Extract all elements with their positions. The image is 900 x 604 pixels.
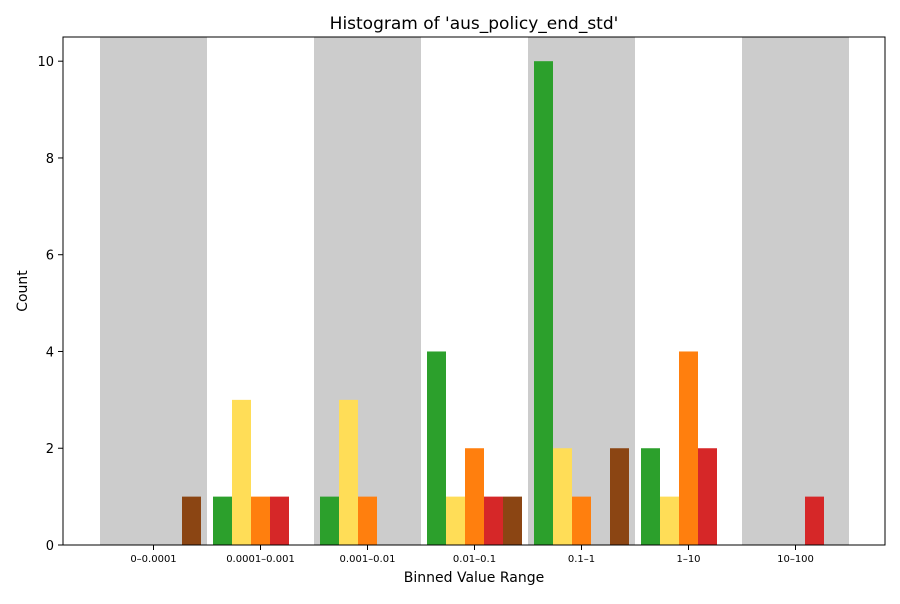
bar <box>534 61 553 545</box>
bar <box>182 496 201 545</box>
bar <box>484 496 503 545</box>
y-tick-label: 6 <box>46 249 54 264</box>
bar <box>427 351 446 545</box>
bar <box>446 496 465 545</box>
bars-layer <box>182 61 824 545</box>
bar <box>339 399 358 545</box>
bar <box>660 496 679 545</box>
y-tick-label: 8 <box>46 152 54 167</box>
bar <box>213 496 232 545</box>
y-axis: 0 2 4 6 8 10 <box>37 55 63 554</box>
chart-title: Histogram of 'aus_policy_end_std' <box>330 14 619 34</box>
x-tick-label: 0.1–1 <box>568 554 595 565</box>
bar <box>320 496 339 545</box>
bin-shading-layer <box>100 37 849 545</box>
y-axis-label: Count <box>15 270 31 312</box>
bar <box>503 496 522 545</box>
bin-shade-6 <box>742 37 849 545</box>
y-tick-label: 2 <box>46 442 54 457</box>
x-tick-label: 0.001–0.01 <box>340 554 396 565</box>
bar <box>679 351 698 545</box>
bin-shade-2 <box>314 37 421 545</box>
y-tick-label: 10 <box>37 55 54 70</box>
x-tick-label: 10–100 <box>777 554 814 565</box>
x-axis-label: Binned Value Range <box>404 570 544 586</box>
bar <box>805 496 824 545</box>
bar <box>610 448 629 545</box>
bar <box>641 448 660 545</box>
bar <box>251 496 270 545</box>
x-tick-label: 0.0001–0.001 <box>226 554 295 565</box>
x-tick-label: 0.01–0.1 <box>453 554 496 565</box>
bar <box>553 448 572 545</box>
y-tick-label: 0 <box>46 539 54 554</box>
bar <box>698 448 717 545</box>
bar <box>572 496 591 545</box>
bar <box>358 496 377 545</box>
x-tick-label: 1–10 <box>676 554 700 565</box>
bar <box>232 399 251 545</box>
bar <box>270 496 289 545</box>
bar <box>465 448 484 545</box>
x-tick-label: 0–0.0001 <box>130 554 176 565</box>
y-tick-label: 4 <box>46 345 54 360</box>
x-axis: 0–0.0001 0.0001–0.001 0.001–0.01 0.01–0.1 0.… <box>130 545 814 565</box>
bin-shade-0 <box>100 37 207 545</box>
